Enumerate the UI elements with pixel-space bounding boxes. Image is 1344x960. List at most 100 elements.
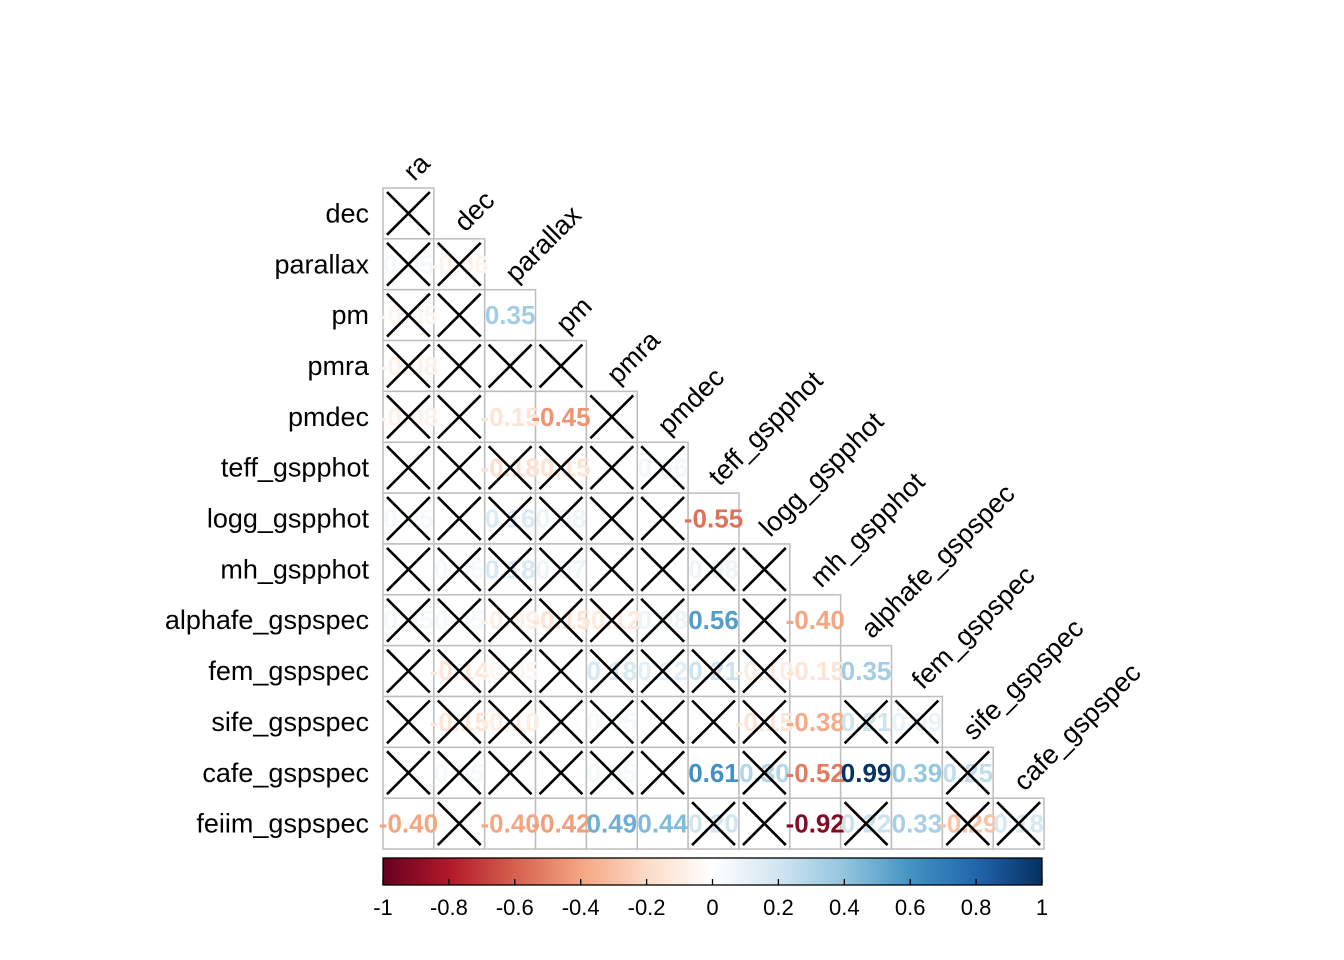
cell-feiim-gspspec-pmdec — [636, 797, 689, 850]
value-label-fem-gspspec-alphafe-gspspec: 0.35 — [841, 656, 892, 686]
cross-mark-pmra-ra — [386, 343, 431, 389]
cell-alphafe-gspspec-mh-gspphot — [789, 594, 842, 647]
row-label-mh-gspphot: mh_gspphot — [220, 554, 369, 584]
column-label-parallax: parallax — [499, 200, 587, 288]
cross-mark-alphafe-gspspec-pm — [538, 597, 584, 643]
cross-mark-mh-gspphot-pmdec — [640, 547, 686, 592]
cross-mark-fem-gspspec-dec — [436, 648, 482, 694]
row-label-pmdec: pmdec — [288, 402, 369, 432]
value-label-cafe-gspspec-alphafe-gspspec: 0.99 — [841, 758, 892, 788]
cross-mark-teff-gspphot-ra — [386, 445, 431, 491]
cross-mark-teff-gspphot-dec — [436, 445, 482, 491]
cross-mark-dec-ra — [386, 191, 431, 236]
value-label-sife-gspspec-mh-gspphot: -0.38 — [786, 707, 845, 737]
value-label-feiim-gspspec-fem-gspspec: 0.33 — [892, 809, 943, 839]
colorbar-tick-label: 1 — [1036, 895, 1048, 920]
cross-mark-alphafe-gspspec-parallax — [487, 597, 533, 643]
column-label-pmra: pmra — [601, 324, 666, 389]
cell-feiim-gspspec-fem-gspspec — [890, 797, 944, 850]
row-label-feiim-gspspec: feiim_gspspec — [196, 809, 369, 839]
cross-mark-cafe-gspspec-pm — [538, 750, 584, 796]
colorbar-tick-label: 0.4 — [829, 895, 860, 920]
value-label-feiim-gspspec-ra: -0.40 — [379, 809, 438, 839]
column-label-pmdec: pmdec — [652, 362, 731, 441]
cross-mark-mh-gspphot-pm — [538, 547, 584, 592]
cross-mark-mh-gspphot-teff-gspphot — [691, 547, 736, 592]
value-label-alphafe-gspspec-teff-gspphot: 0.56 — [688, 605, 739, 635]
cross-mark-logg-gspphot-parallax — [487, 496, 533, 541]
value-label-pm-parallax: 0.35 — [485, 300, 536, 330]
cross-mark-mh-gspphot-pmra — [589, 547, 635, 592]
cross-mark-cafe-gspspec-logg-gspphot — [742, 750, 787, 796]
row-label-pm: pm — [331, 300, 369, 330]
row-label-pmra: pmra — [307, 351, 369, 381]
colorbar-tick-label: 0.2 — [763, 895, 794, 920]
row-label-parallax: parallax — [274, 249, 369, 279]
value-label-feiim-gspspec-pmdec: 0.44 — [637, 809, 688, 839]
value-label-pmdec-pm: -0.45 — [531, 402, 590, 432]
cross-mark-logg-gspphot-pmra — [589, 496, 635, 541]
cross-mark-fem-gspspec-teff-gspphot — [691, 648, 736, 694]
column-label-pm: pm — [550, 291, 598, 339]
cross-mark-fem-gspspec-pm — [538, 648, 584, 694]
value-label-feiim-gspspec-parallax: -0.40 — [480, 809, 539, 839]
cross-mark-parallax-dec — [436, 241, 482, 287]
cross-mark-feiim-gspspec-alphafe-gspspec — [843, 801, 889, 846]
cross-mark-mh-gspphot-ra — [386, 547, 431, 592]
cell-cafe-gspspec-alphafe-gspspec — [839, 746, 893, 799]
cell-cafe-gspspec-fem-gspspec — [890, 746, 944, 799]
cross-mark-cafe-gspspec-ra — [386, 750, 431, 796]
cross-mark-pm-ra — [386, 292, 431, 338]
cross-mark-sife-gspspec-pmdec — [640, 699, 686, 745]
column-label-dec: dec — [448, 185, 500, 237]
value-label-cafe-gspspec-fem-gspspec: 0.39 — [892, 758, 943, 788]
cross-mark-sife-gspspec-pm — [538, 699, 584, 745]
colorbar-tick-label: 0.6 — [895, 895, 926, 920]
cross-mark-feiim-gspspec-sife-gspspec — [945, 801, 991, 846]
cross-mark-fem-gspspec-parallax — [487, 648, 533, 694]
value-label-fem-gspspec-mh-gspphot: -0.15 — [786, 656, 845, 686]
row-label-fem-gspspec: fem_gspspec — [208, 656, 369, 686]
colorbar-tick-label: -0.8 — [430, 895, 468, 920]
cross-mark-feiim-gspspec-dec — [436, 801, 482, 846]
cell-fem-gspspec-mh-gspphot — [789, 644, 842, 698]
cross-mark-sife-gspspec-alphafe-gspspec — [843, 699, 889, 745]
colorbar-tick-label: 0 — [706, 895, 718, 920]
cross-mark-fem-gspspec-pmdec — [640, 648, 686, 694]
cross-mark-pmra-dec — [436, 343, 482, 389]
cross-mark-sife-gspspec-teff-gspphot — [691, 699, 736, 745]
colorbar: -1 -0.8 -0.6 -0.4 -0.2 0 0.2 0.4 0.6 0.8 1 — [373, 857, 1048, 920]
value-label-pmdec-parallax: -0.15 — [480, 402, 539, 432]
cell-cafe-gspspec-mh-gspphot — [789, 746, 842, 799]
cross-mark-teff-gspphot-parallax — [487, 445, 533, 491]
cross-mark-sife-gspspec-pmra — [589, 699, 635, 745]
cross-mark-cafe-gspspec-parallax — [487, 750, 533, 796]
row-label-logg-gspphot: logg_gspphot — [207, 504, 370, 534]
cell-feiim-gspspec-ra — [382, 797, 435, 850]
colorbar-tick-label: -0.6 — [496, 895, 534, 920]
row-label-sife-gspspec: sife_gspspec — [211, 707, 369, 737]
colorbar-tick-label: 0.8 — [961, 895, 992, 920]
cross-mark-logg-gspphot-ra — [386, 496, 431, 541]
cross-mark-sife-gspspec-parallax — [487, 699, 533, 745]
value-label-cafe-gspspec-teff-gspphot: 0.61 — [688, 758, 739, 788]
row-labels: dec parallax pm pmra pmdec teff_gspphot logg_g… — [165, 198, 370, 838]
row-label-teff-gspphot: teff_gspphot — [221, 453, 370, 483]
cross-mark-sife-gspspec-dec — [436, 699, 482, 745]
cross-mark-mh-gspphot-parallax — [487, 547, 533, 592]
cross-mark-pmra-pm — [538, 343, 584, 389]
value-label-alphafe-gspspec-mh-gspphot: -0.40 — [786, 605, 845, 635]
cell-sife-gspspec-mh-gspphot — [789, 695, 842, 749]
cell-fem-gspspec-alphafe-gspspec — [839, 644, 893, 698]
cross-mark-alphafe-gspspec-pmdec — [640, 597, 686, 643]
cross-mark-alphafe-gspspec-pmra — [589, 597, 635, 643]
cross-mark-cafe-gspspec-pmra — [589, 750, 635, 796]
cross-mark-alphafe-gspspec-dec — [436, 597, 482, 643]
cell-feiim-gspspec-parallax — [483, 797, 537, 850]
correlation-cells: 0.05-0.06-0.050.35-0.08-0.08-0.15-0.45-0… — [379, 187, 1045, 850]
colorbar-tick-label: -1 — [373, 895, 393, 920]
cell-cafe-gspspec-teff-gspphot — [687, 746, 740, 799]
value-label-logg-gspphot-teff-gspphot: -0.55 — [684, 504, 743, 534]
value-label-feiim-gspspec-pm: -0.42 — [531, 809, 590, 839]
